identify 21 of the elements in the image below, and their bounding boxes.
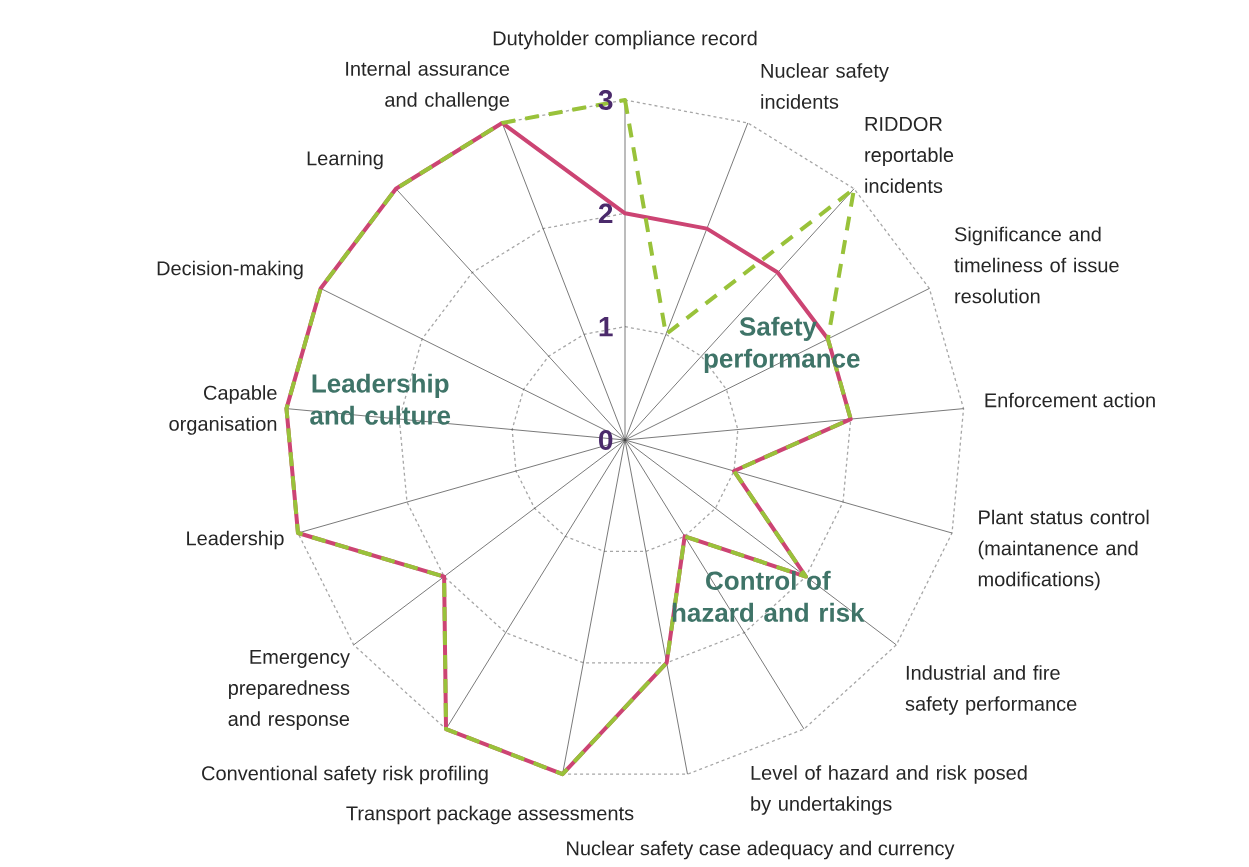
text: Leadership and culture [310,373,451,425]
spoke-label: Capable organisation [169,385,277,435]
spoke-label: Significance and timeliness of issue resolution [954,226,1119,304]
spoke-label: Decision-making [157,260,303,280]
spoke-label: Transport package assessments [346,805,634,825]
y-tick-label: 1 [599,317,613,337]
spoke-label: Nuclear safety incidents [761,63,889,109]
spoke-label: Conventional safety risk profiling [202,765,488,785]
spoke-label: Dutyholder compliance record [493,30,757,50]
spoke-label: Learning [307,150,383,170]
spoke-label: Emergency preparedness and response [228,650,350,730]
spoke-label: Nuclear safety case adequacy and currency [567,840,955,860]
spoke-label: Plant status control (maintanence and modifications) [978,509,1149,591]
spoke-label: Enforcement action [985,392,1155,408]
spoke-label: RIDDOR reportable incidents [865,116,954,194]
spoke-label: Industrial and fire safety performance [905,665,1077,715]
spoke-label: Level of hazard and risk posed by undertakings [751,765,1027,815]
y-tick-label: 0 [599,430,613,450]
spoke-label: Leadership [187,530,284,550]
spoke-label: Internal assurance and challenge [346,61,510,111]
y-tick-label: 2 [598,203,613,224]
